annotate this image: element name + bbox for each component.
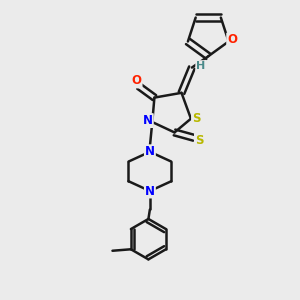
Text: N: N: [145, 184, 155, 197]
Text: S: S: [195, 134, 203, 147]
Text: H: H: [196, 61, 206, 71]
Text: N: N: [143, 114, 153, 127]
Text: O: O: [227, 34, 237, 46]
Text: S: S: [192, 112, 200, 125]
Text: N: N: [145, 145, 155, 158]
Text: O: O: [132, 74, 142, 88]
